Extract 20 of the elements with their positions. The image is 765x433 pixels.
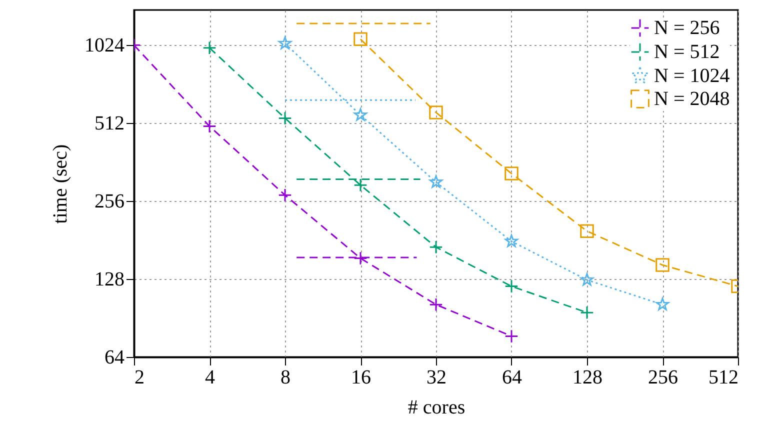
y-tick-label: 256: [94, 190, 124, 213]
x-tick-label: 128: [572, 366, 602, 388]
legend-label: N = 1024: [654, 65, 730, 87]
x-tick-label: 512: [708, 366, 738, 388]
legend-label: N = 512: [654, 41, 720, 63]
x-tick-label: 8: [280, 366, 290, 388]
x-tick-label: 64: [502, 366, 522, 388]
x-axis-title: # cores: [408, 396, 466, 418]
x-tick-label: 2: [134, 366, 144, 388]
legend-label: N = 256: [654, 17, 720, 39]
x-tick-label: 32: [426, 366, 446, 388]
x-tick-label: 256: [648, 366, 678, 388]
y-tick-label: 64: [104, 346, 124, 368]
x-tick-label: 16: [351, 366, 371, 388]
legend-label: N = 2048: [654, 88, 730, 110]
y-tick-label: 1024: [84, 34, 124, 57]
y-axis-title: time (sec): [50, 144, 72, 224]
y-tick-label: 128: [94, 268, 124, 291]
x-tick-label: 4: [205, 366, 215, 388]
y-tick-label: 512: [94, 112, 124, 135]
